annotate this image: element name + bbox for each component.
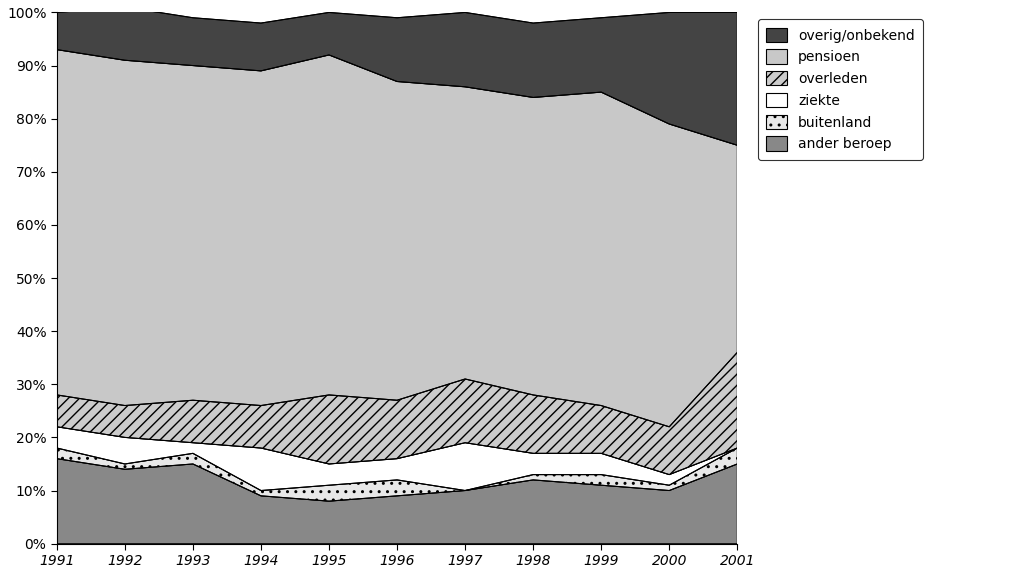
Legend: overig/onbekend, pensioen, overleden, ziekte, buitenland, ander beroep: overig/onbekend, pensioen, overleden, zi… (758, 20, 924, 160)
